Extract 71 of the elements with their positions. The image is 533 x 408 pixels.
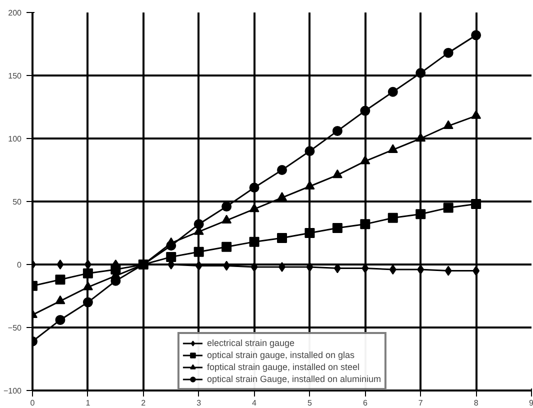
x-tick-label: 9: [529, 398, 533, 408]
point: [55, 274, 66, 285]
point: [416, 68, 426, 78]
point: [249, 203, 260, 212]
y-tick-label: 0: [17, 260, 22, 270]
point: [277, 165, 287, 175]
x-tick-label: 2: [141, 398, 146, 408]
x-tick-label: 8: [474, 398, 479, 408]
point: [82, 297, 93, 308]
x-tick-label: 6: [362, 398, 368, 408]
point: [443, 120, 454, 129]
point: [471, 110, 482, 119]
point: [306, 262, 314, 272]
point: [388, 212, 398, 223]
point: [249, 236, 260, 247]
x-tick-label: 1: [86, 398, 91, 408]
point: [250, 262, 258, 272]
point: [55, 314, 66, 325]
point: [360, 155, 370, 164]
point: [84, 260, 92, 270]
point: [444, 266, 452, 276]
point: [304, 180, 315, 190]
point: [222, 214, 232, 224]
point: [56, 260, 64, 270]
legend-label: optical strain Gauge, installed on aluminium: [206, 373, 382, 385]
point: [388, 144, 398, 153]
point: [304, 228, 315, 238]
point: [304, 146, 315, 156]
point: [417, 264, 424, 275]
point: [82, 268, 93, 278]
y-tick-label: −50: [8, 324, 22, 332]
point: [223, 260, 230, 271]
point: [388, 86, 398, 97]
point: [277, 192, 287, 201]
x-tick-label: 5: [308, 398, 312, 408]
point: [277, 233, 287, 244]
x-tick-label: 3: [196, 398, 202, 408]
point: [195, 260, 202, 271]
point: [416, 132, 426, 142]
point: [416, 209, 426, 220]
point: [194, 219, 204, 230]
point: [332, 169, 342, 178]
y-tick-label: 100: [8, 134, 22, 144]
legend-label: electrical strain gauge: [206, 337, 295, 349]
y-tick-label: −100: [3, 386, 22, 396]
point: [360, 219, 370, 230]
point: [166, 237, 176, 246]
point: [332, 222, 342, 233]
point: [472, 266, 480, 276]
x-tick-label: 7: [418, 398, 424, 408]
point: [166, 252, 176, 262]
point: [332, 126, 342, 136]
point: [389, 264, 396, 275]
point: [443, 48, 454, 58]
point: [471, 199, 482, 210]
y-tick-label: 50: [12, 198, 22, 206]
point: [82, 281, 93, 290]
point: [55, 295, 66, 304]
x-tick-label: 4: [252, 398, 258, 408]
point: [222, 202, 232, 212]
point: [471, 30, 482, 40]
point: [443, 202, 454, 213]
point: [194, 246, 204, 257]
y-tick-label: 200: [8, 8, 22, 18]
point: [222, 242, 232, 252]
x-tick-label: 0: [30, 398, 36, 408]
legend-label: foptical strain gauge, installed on steel: [206, 361, 360, 373]
y-tick-label: 150: [8, 72, 22, 80]
point: [360, 106, 370, 116]
point: [249, 182, 260, 193]
legend-label: optical strain gauge, installed on glas: [206, 349, 355, 361]
